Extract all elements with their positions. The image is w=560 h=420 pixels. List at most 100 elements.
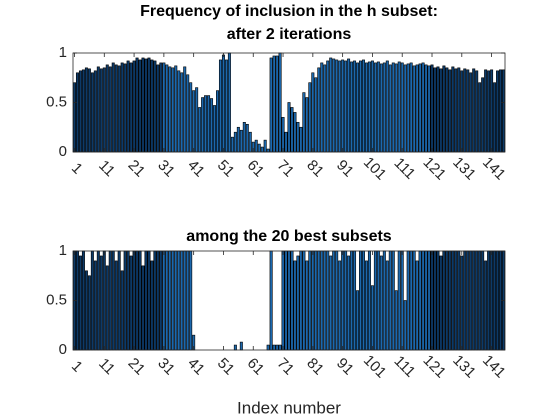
bar [496, 250, 500, 351]
bar [78, 70, 82, 153]
bar [248, 131, 252, 153]
bar [132, 250, 136, 351]
bar [90, 250, 94, 351]
bar [150, 59, 154, 153]
bar [135, 250, 139, 351]
bar [457, 250, 461, 351]
bar [189, 250, 193, 351]
bar [364, 260, 368, 351]
x-tick-label: 111 [391, 155, 419, 183]
bar [281, 117, 285, 153]
bar [418, 63, 422, 153]
bar [156, 64, 160, 153]
bar [84, 270, 88, 351]
bar [403, 300, 407, 351]
bar [493, 82, 497, 153]
bar [123, 250, 127, 351]
bar [224, 59, 228, 153]
bar [105, 265, 109, 351]
bar [90, 72, 94, 153]
bar [487, 70, 491, 153]
bar [87, 275, 91, 351]
x-tick-label: 11 [95, 355, 118, 378]
bar [302, 250, 306, 351]
bar [406, 63, 410, 153]
bar [183, 66, 187, 153]
x-tick-label: 141 [479, 154, 509, 184]
bar [216, 90, 219, 153]
y-tick-label: 0 [59, 341, 67, 358]
x-tick-label: 61 [244, 157, 268, 181]
bar [210, 98, 214, 153]
bar [356, 290, 360, 351]
x-axis-label: Index number [237, 398, 341, 417]
bar [171, 67, 175, 153]
bar [481, 250, 485, 351]
bar [272, 344, 276, 351]
bar [162, 62, 166, 153]
bar [433, 67, 437, 153]
bar [376, 250, 380, 351]
bar [344, 60, 348, 153]
bar [81, 250, 85, 351]
bar [147, 57, 151, 153]
bar [165, 64, 169, 153]
bar [382, 62, 386, 153]
bar [114, 260, 118, 351]
bar [442, 65, 446, 153]
bar [338, 60, 342, 153]
bar [317, 67, 321, 153]
bar [391, 250, 395, 351]
bar [394, 290, 398, 351]
bar [418, 250, 422, 351]
bar [186, 250, 190, 351]
bar [201, 97, 205, 153]
bar [287, 102, 291, 153]
bar [308, 250, 312, 351]
bar [460, 255, 464, 351]
bar [475, 250, 479, 351]
bar [421, 250, 425, 351]
bar [254, 139, 258, 153]
bar [403, 64, 407, 153]
bar [93, 260, 97, 351]
bar [93, 70, 97, 153]
x-tick-label: 121 [420, 352, 450, 382]
x-tick-label: 31 [154, 355, 178, 379]
bar [102, 67, 106, 153]
bar [287, 250, 291, 351]
bar [96, 250, 100, 351]
bar [84, 67, 88, 153]
bar [484, 69, 488, 153]
bar [275, 344, 279, 351]
bar [174, 65, 178, 153]
bar [281, 250, 285, 351]
bar [445, 250, 449, 351]
x-tick-label: 1 [68, 358, 86, 376]
bar [99, 68, 103, 153]
bar [87, 68, 91, 153]
bar [442, 250, 446, 351]
bar [195, 87, 199, 153]
bar [236, 126, 240, 153]
bar [361, 250, 365, 351]
x-tick-label: 101 [360, 352, 390, 382]
bar [278, 52, 282, 153]
bar [329, 255, 333, 351]
bar [373, 250, 377, 351]
bar [406, 250, 410, 351]
bar [469, 72, 473, 153]
bar [129, 255, 133, 351]
bar [469, 250, 473, 351]
bar [451, 66, 455, 153]
bar [275, 55, 279, 153]
bar [493, 250, 497, 351]
bar [341, 59, 345, 153]
bar [463, 68, 467, 153]
bar [144, 58, 148, 153]
bar [108, 66, 112, 153]
bar [475, 70, 479, 153]
bar [171, 250, 175, 351]
bar [117, 65, 121, 153]
